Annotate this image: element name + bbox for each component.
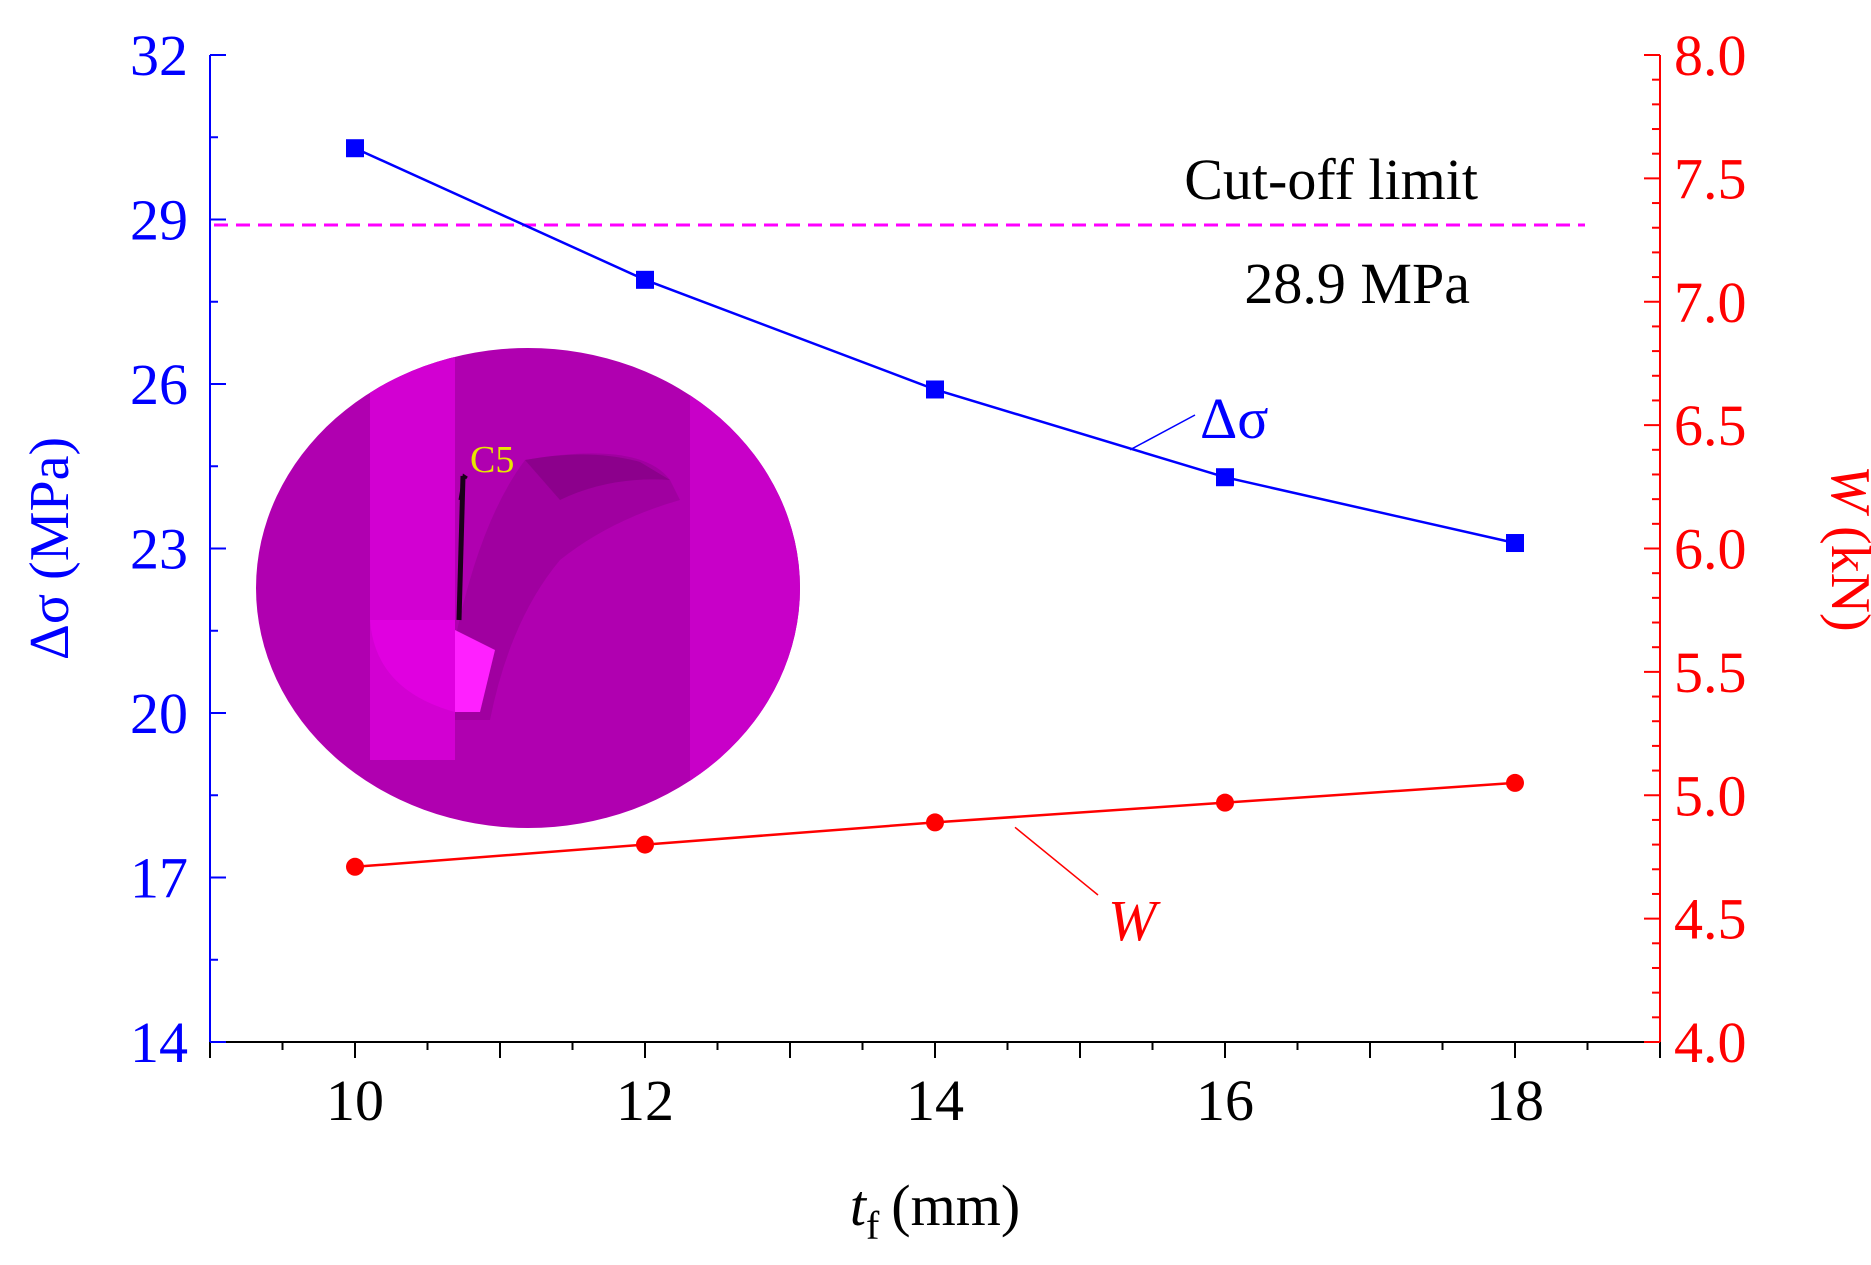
cutoff-limit-value-label: 28.9 MPa xyxy=(1244,251,1470,316)
x-axis-title-sub: f xyxy=(866,1203,880,1248)
right-y-tick-label: 7.5 xyxy=(1674,146,1747,211)
right-y-tick-label: 5.0 xyxy=(1674,763,1747,828)
left-y-tick-label: 26 xyxy=(130,352,188,417)
left-y-axis-title: Δσ (MPa) xyxy=(19,437,81,660)
left-y-tick-label: 32 xyxy=(130,23,188,88)
right-y-tick-label: 4.0 xyxy=(1674,1010,1747,1075)
w-point xyxy=(926,813,944,832)
inset-fillet xyxy=(455,453,680,720)
w-point xyxy=(346,857,364,876)
w-point xyxy=(1506,773,1524,792)
right-y-tick-label: 6.0 xyxy=(1674,517,1747,582)
delta-sigma-point xyxy=(926,380,944,399)
delta-sigma-point xyxy=(1506,534,1524,553)
inset-crack-tip xyxy=(458,473,468,501)
x-tick-label: 18 xyxy=(1486,1068,1544,1133)
cutoff-limit-label: Cut-off limit xyxy=(1184,147,1478,212)
w-leader xyxy=(1014,826,1099,896)
delta-sigma-point xyxy=(346,139,364,158)
inset-model: C5 xyxy=(256,348,800,828)
right-y-tick-label: 8.0 xyxy=(1674,23,1747,88)
x-axis-title-var: t xyxy=(850,1173,868,1238)
right-y-tick-label: 4.5 xyxy=(1674,887,1747,952)
x-tick-label: 12 xyxy=(616,1068,674,1133)
right-y-axis-title-var: W xyxy=(1819,465,1871,516)
x-tick-label: 14 xyxy=(906,1068,964,1133)
label-layer: Δσ (MPa) W (kN) tf(mm) Δσ W xyxy=(19,386,1871,1248)
w-series-label: W xyxy=(1108,888,1161,953)
left-y-tick-label: 17 xyxy=(130,846,188,911)
left-y-tick-label: 14 xyxy=(130,1010,188,1075)
right-y-tick-label: 5.5 xyxy=(1674,640,1747,705)
reference-layer: Cut-off limit 28.9 MPa xyxy=(214,147,1585,316)
delta-sigma-point xyxy=(1216,468,1234,487)
x-tick-label: 10 xyxy=(326,1068,384,1133)
series-layer xyxy=(346,139,1524,896)
x-axis-title-unit: (mm) xyxy=(891,1173,1020,1238)
right-y-axis-title-unit: (kN) xyxy=(1819,512,1871,632)
delta-sigma-series-label: Δσ xyxy=(1200,386,1269,451)
delta-sigma-point xyxy=(636,270,654,289)
inset-weld-corner xyxy=(370,620,455,712)
inset-label-c5: C5 xyxy=(470,439,514,481)
inset-notch xyxy=(455,630,495,712)
delta-sigma-leader xyxy=(1129,414,1196,451)
inset-web-right xyxy=(690,355,800,828)
right-y-axis-title: W (kN) xyxy=(1819,465,1871,631)
inset-crack xyxy=(456,475,466,621)
x-axis-title: tf (mm) xyxy=(850,1173,1020,1248)
left-y-tick-label: 23 xyxy=(130,517,188,582)
w-point xyxy=(636,835,654,854)
w-point xyxy=(1216,793,1234,812)
right-y-tick-label: 6.5 xyxy=(1674,393,1747,458)
axes-layer: 10 12 14 16 18 14 17 20 23 26 29 32 4.0 4.5 5.0 5.5 6.0 6… xyxy=(130,23,1747,1133)
left-y-tick-label: 20 xyxy=(130,681,188,746)
right-y-tick-label: 7.0 xyxy=(1674,270,1747,335)
inset-fillet-top xyxy=(525,454,670,500)
left-y-tick-label: 29 xyxy=(130,188,188,253)
x-tick-label: 16 xyxy=(1196,1068,1254,1133)
